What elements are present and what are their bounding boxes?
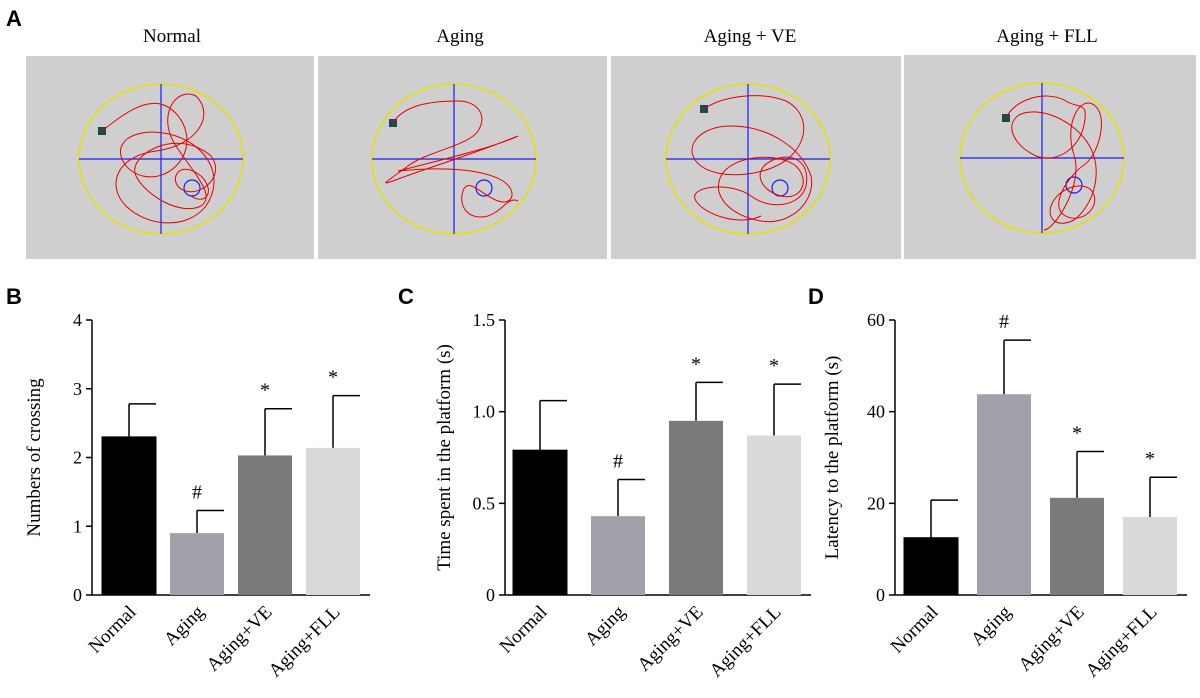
chart-d-category-label: Aging — [967, 601, 1016, 650]
chart-d-y-tick-label: 40 — [867, 402, 885, 422]
chart-c-bar — [747, 435, 801, 595]
chart-d-bar — [1123, 517, 1177, 595]
maze-title-aging-fll: Aging + FLL — [996, 26, 1098, 47]
chart-d-y-tick-label: 60 — [867, 310, 885, 330]
maze-title-aging: Aging — [436, 26, 484, 47]
maze-image-aging — [318, 56, 607, 259]
swim-path-aging — [371, 83, 537, 235]
maze-image-aging-ve — [611, 56, 901, 259]
chart-d-significance-mark: # — [999, 311, 1009, 333]
chart-d-category-label: Aging+VE — [1015, 602, 1089, 676]
panel-letter-c: C — [398, 284, 414, 309]
chart-c-significance-mark: # — [613, 451, 623, 473]
chart-c-bar — [669, 420, 723, 595]
chart-c-category-label: Normal — [496, 602, 552, 658]
chart-c-y-axis-label: Time spent in the platform (s) — [434, 344, 455, 571]
panel-letter-a: A — [6, 6, 22, 31]
chart-b-y-tick-label: 3 — [73, 379, 82, 399]
chart-b-significance-mark: # — [192, 481, 202, 503]
swim-path-normal — [78, 83, 244, 235]
chart-c-bar — [591, 516, 645, 595]
chart-b-bar — [306, 447, 360, 595]
chart-c-category-label: Aging — [581, 601, 630, 650]
chart-b-bar — [238, 455, 292, 595]
chart-b-category-label: Aging+FLL — [265, 602, 345, 682]
chart-b-significance-mark: * — [260, 380, 270, 402]
maze-title-normal: Normal — [142, 26, 202, 47]
chart-b-bar — [101, 436, 157, 596]
chart-b-bar — [170, 533, 224, 595]
chart-c-y-tick-label: 1.0 — [473, 402, 496, 422]
chart-d-category-label: Aging+FLL — [1082, 602, 1162, 682]
chart-d-y-axis-label: Latency to the platform (s) — [822, 356, 843, 560]
maze-image-aging-fll — [904, 55, 1196, 259]
chart-d-bar — [977, 394, 1031, 595]
chart-d-y-tick-label: 20 — [867, 493, 885, 513]
chart-c-y-tick-label: 0 — [486, 585, 495, 605]
swim-path-aging-fll — [959, 82, 1125, 234]
chart-c-category-label: Aging+VE — [634, 602, 708, 676]
maze-title-aging-ve: Aging + VE — [703, 26, 797, 47]
panel-letter-b: B — [6, 284, 22, 309]
chart-b-category-label: Normal — [85, 602, 141, 658]
chart-d-significance-mark: * — [1145, 448, 1155, 470]
chart-c-bar — [512, 449, 568, 596]
panel-letter-d: D — [808, 284, 824, 309]
chart-d-bar — [903, 537, 959, 596]
chart-c-significance-mark: * — [769, 355, 779, 377]
chart-c-category-label: Aging+FLL — [706, 602, 786, 682]
chart-c-significance-mark: * — [691, 353, 701, 375]
chart-b-category-label: Aging+VE — [203, 602, 277, 676]
chart-b-y-tick-label: 0 — [73, 585, 82, 605]
chart-b-category-label: Aging — [160, 601, 209, 650]
chart-c-y-tick-label: 1.5 — [473, 310, 496, 330]
maze-image-normal — [26, 56, 314, 259]
chart-b-y-tick-label: 4 — [73, 310, 82, 330]
chart-b-y-tick-label: 1 — [73, 516, 82, 536]
chart-d-category-label: Normal — [887, 602, 943, 658]
chart-b-y-axis-label: Numbers of crossing — [24, 378, 45, 537]
chart-d-bar — [1050, 497, 1104, 595]
swim-path-aging-ve — [665, 83, 831, 235]
chart-b-significance-mark: * — [328, 367, 338, 389]
chart-b-y-tick-label: 2 — [73, 448, 82, 468]
chart-c-y-tick-label: 0.5 — [473, 493, 496, 513]
chart-d-significance-mark: * — [1072, 423, 1082, 445]
chart-d-y-tick-label: 0 — [876, 585, 885, 605]
